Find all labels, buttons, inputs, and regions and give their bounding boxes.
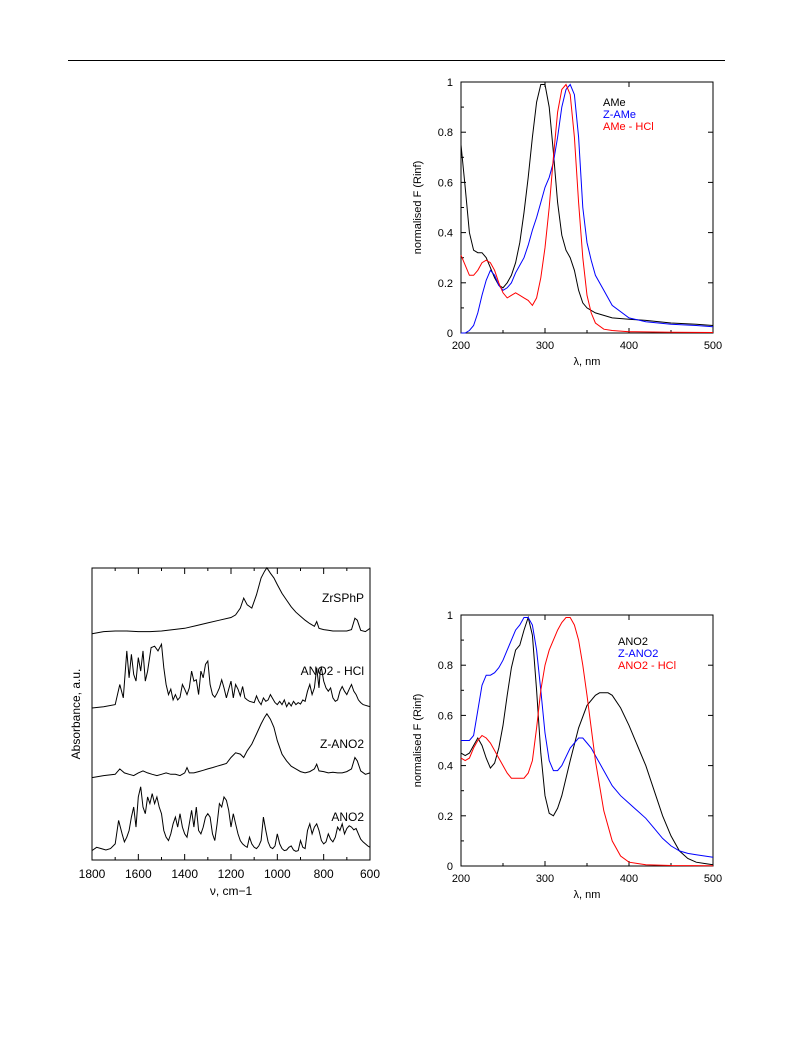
y-tick-label: 0.4 (438, 761, 453, 773)
uv-ame-chart: 200 300 400 500 0 0.2 0.4 0.6 0.8 1 λ, nm normalise… (412, 77, 722, 368)
spectrum-label: ANO2 (331, 810, 364, 824)
y-tick-label: 0.6 (438, 177, 453, 189)
ir-spectra-chart: 1800 1600 1400 1200 1000 800 600 ν, cm−1 Absorba… (69, 566, 380, 898)
legend-entry: Z-ANO2 (618, 648, 658, 660)
x-tick-label: 1800 (79, 867, 106, 881)
y-tick-label: 0.8 (438, 660, 453, 672)
x-tick-label: 300 (536, 873, 554, 885)
y-axis-label: normalised F (Rinf) (412, 161, 424, 255)
x-tick-label: 1200 (218, 867, 245, 881)
spectrum-label: ZrSPhP (322, 591, 364, 605)
y-axis-label: Absorbance, a.u. (69, 669, 83, 760)
x-tick-label: 800 (314, 867, 334, 881)
series-line-ame-hcl (460, 83, 714, 333)
ir-spectrum-ano2-hcl (91, 642, 371, 709)
ir-spectrum-ano2 (91, 786, 371, 852)
x-tick-label: 400 (620, 340, 638, 352)
x-tick-label: 1400 (171, 867, 198, 881)
page-header-rule (68, 60, 725, 61)
x-tick-label: 400 (620, 873, 638, 885)
y-tick-label: 0 (447, 861, 453, 873)
y-tick-label: 1 (447, 610, 453, 622)
spectrum-label: ANO2 - HCl (301, 664, 364, 678)
plot-frame (91, 567, 371, 861)
x-tick-label: 500 (704, 340, 722, 352)
y-axis-label: normalised F (Rinf) (412, 694, 424, 788)
x-axis-label: λ, nm (574, 889, 601, 901)
ir-spectrum-zrsphp (91, 566, 371, 635)
series-line-z-ano2 (461, 617, 714, 858)
ir-spectrum-z-ano2 (91, 712, 371, 779)
series-line-ano2-hcl (460, 617, 714, 867)
x-tick-label: 300 (536, 340, 554, 352)
series-line-z-ame (461, 83, 714, 334)
spectrum-label: Z-ANO2 (320, 737, 364, 751)
x-tick-label: 600 (360, 867, 380, 881)
legend-entry: ANO2 (618, 636, 648, 648)
x-tick-label: 200 (452, 873, 470, 885)
x-tick-label: 200 (452, 340, 470, 352)
legend-entry: ANO2 - HCl (618, 660, 676, 672)
series-line-ano2 (460, 615, 714, 866)
x-tick-label: 500 (704, 873, 722, 885)
y-tick-label: 0.6 (438, 710, 453, 722)
plot-frame (460, 614, 714, 867)
y-tick-label: 0.4 (438, 228, 453, 240)
legend-entry: AMe - HCl (603, 121, 654, 133)
y-tick-label: 0 (447, 328, 453, 340)
x-tick-label: 1600 (125, 867, 152, 881)
y-tick-label: 1 (447, 77, 453, 89)
y-tick-label: 0.2 (438, 811, 453, 823)
uv-ano2-chart: 200 300 400 500 0 0.2 0.4 0.6 0.8 1 λ, nm normalise… (412, 610, 722, 901)
series-line-ame (460, 84, 714, 326)
legend-entry: Z-AMe (603, 109, 636, 121)
x-tick-label: 1000 (264, 867, 291, 881)
y-tick-label: 0.8 (438, 127, 453, 139)
legend-entry: AMe (603, 97, 626, 109)
x-axis-label: ν, cm−1 (210, 884, 253, 898)
y-tick-label: 0.2 (438, 278, 453, 290)
x-axis-label: λ, nm (574, 356, 601, 368)
